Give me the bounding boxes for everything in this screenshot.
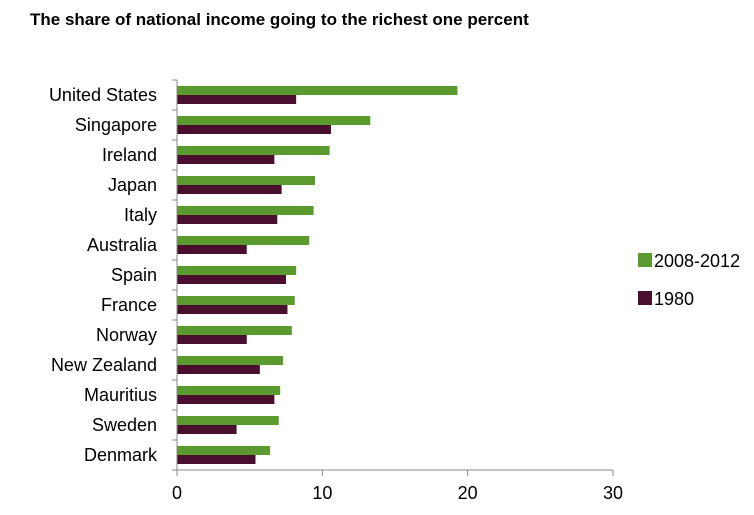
category-label: United States bbox=[49, 85, 157, 105]
bars-group bbox=[177, 86, 458, 464]
bar-singapore-2008-2012 bbox=[177, 116, 371, 125]
bar-new-zealand-2008-2012 bbox=[177, 356, 284, 365]
bar-norway-2008-2012 bbox=[177, 326, 292, 335]
bar-singapore-1980 bbox=[177, 125, 332, 134]
x-tick-label: 10 bbox=[312, 483, 332, 503]
x-tick-label: 30 bbox=[603, 483, 623, 503]
chart-title: The share of national income going to th… bbox=[30, 10, 529, 29]
bar-mauritius-1980 bbox=[177, 395, 275, 404]
bar-united-states-1980 bbox=[177, 95, 297, 104]
category-label: Singapore bbox=[75, 115, 157, 135]
bar-denmark-2008-2012 bbox=[177, 446, 271, 455]
category-label: Mauritius bbox=[84, 385, 157, 405]
category-label: New Zealand bbox=[51, 355, 157, 375]
bar-ireland-2008-2012 bbox=[177, 146, 330, 155]
bar-sweden-1980 bbox=[177, 425, 237, 434]
bar-new-zealand-1980 bbox=[177, 365, 260, 374]
bar-australia-2008-2012 bbox=[177, 236, 310, 245]
bar-japan-1980 bbox=[177, 185, 282, 194]
legend-swatch-1980 bbox=[638, 291, 652, 305]
legend-label: 1980 bbox=[654, 289, 694, 309]
legend: 2008-2012 1980 bbox=[638, 251, 740, 309]
axes-group bbox=[172, 79, 614, 476]
category-label: Denmark bbox=[84, 445, 158, 465]
category-label: Italy bbox=[124, 205, 157, 225]
bar-france-2008-2012 bbox=[177, 296, 295, 305]
bar-france-1980 bbox=[177, 305, 288, 314]
x-tick-label: 20 bbox=[458, 483, 478, 503]
bar-sweden-2008-2012 bbox=[177, 416, 279, 425]
category-label: Japan bbox=[108, 175, 157, 195]
bar-spain-1980 bbox=[177, 275, 286, 284]
bar-australia-1980 bbox=[177, 245, 247, 254]
category-label: Ireland bbox=[102, 145, 157, 165]
bar-denmark-1980 bbox=[177, 455, 256, 464]
category-label: Spain bbox=[111, 265, 157, 285]
legend-swatch-2008-2012 bbox=[638, 253, 652, 267]
x-tick-labels: 0 10 20 30 bbox=[172, 483, 623, 503]
bar-spain-2008-2012 bbox=[177, 266, 297, 275]
bar-italy-1980 bbox=[177, 215, 278, 224]
bar-ireland-1980 bbox=[177, 155, 275, 164]
category-label: Sweden bbox=[92, 415, 157, 435]
category-label: France bbox=[101, 295, 157, 315]
bar-mauritius-2008-2012 bbox=[177, 386, 281, 395]
bar-japan-2008-2012 bbox=[177, 176, 316, 185]
x-tick-label: 0 bbox=[172, 483, 182, 503]
category-label: Australia bbox=[87, 235, 158, 255]
bar-italy-2008-2012 bbox=[177, 206, 314, 215]
category-labels: United States Singapore Ireland Japan Italy A… bbox=[49, 85, 158, 465]
bar-norway-1980 bbox=[177, 335, 247, 344]
legend-label: 2008-2012 bbox=[654, 251, 740, 271]
category-label: Norway bbox=[96, 325, 157, 345]
bar-united-states-2008-2012 bbox=[177, 86, 458, 95]
